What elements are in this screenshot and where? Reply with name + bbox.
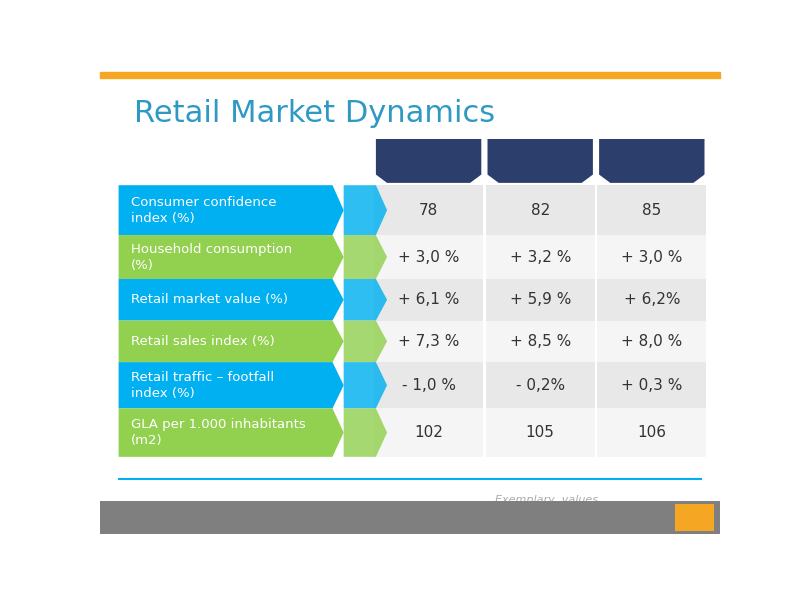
Polygon shape [376,139,482,183]
Text: Retail sales index (%): Retail sales index (%) [131,335,274,348]
Text: infoDiagram: infoDiagram [371,508,486,526]
Bar [486,320,594,362]
Bar [486,409,594,457]
Text: Retail traffic – footfall
index (%): Retail traffic – footfall index (%) [131,371,274,400]
Text: 2015: 2015 [407,154,450,169]
Text: - 1,0 %: - 1,0 % [402,378,456,393]
Bar [100,501,720,534]
Text: + 0,3 %: + 0,3 % [621,378,682,393]
Text: .com: .com [556,508,597,526]
Bar [374,362,483,409]
Bar [374,409,483,457]
Text: + 8,0 %: + 8,0 % [621,334,682,349]
Polygon shape [118,362,344,409]
Bar [374,279,483,320]
Text: FY 2016
(E): FY 2016 (E) [617,144,686,178]
Bar [374,235,483,279]
Polygon shape [118,235,344,279]
Polygon shape [118,320,344,362]
Text: Get these slides & icons at www.: Get these slides & icons at www. [98,508,370,526]
Text: + 6,1 %: + 6,1 % [398,292,459,307]
Bar [598,409,706,457]
Polygon shape [344,362,387,409]
Text: 105: 105 [526,425,554,440]
Text: + 3,0 %: + 3,0 % [621,250,682,265]
Polygon shape [118,185,344,235]
Polygon shape [344,279,387,320]
Text: + 7,3 %: + 7,3 % [398,334,459,349]
Text: 85: 85 [642,203,662,218]
Bar [486,362,594,409]
Bar [100,72,720,77]
Text: Household consumption
(%): Household consumption (%) [131,242,292,272]
Bar [486,235,594,279]
Polygon shape [344,235,387,279]
Polygon shape [118,409,344,457]
Text: + 8,5 %: + 8,5 % [510,334,571,349]
Text: Q1
2016: Q1 2016 [519,144,562,178]
Bar [598,185,706,235]
Polygon shape [344,320,387,362]
Polygon shape [118,279,344,320]
Bar [486,279,594,320]
Text: GLA per 1.000 inhabitants
(m2): GLA per 1.000 inhabitants (m2) [131,418,306,447]
Polygon shape [344,409,387,457]
Text: + 3,2 %: + 3,2 % [510,250,571,265]
Text: Retail Market Dynamics: Retail Market Dynamics [134,99,495,128]
Polygon shape [599,139,705,183]
Text: 78: 78 [419,203,438,218]
Bar [598,235,706,279]
Text: + 6,2%: + 6,2% [623,292,680,307]
Text: + 5,9 %: + 5,9 % [510,292,571,307]
Polygon shape [344,185,387,235]
Text: + 3,0 %: + 3,0 % [398,250,459,265]
Bar [374,320,483,362]
Text: 82: 82 [530,203,550,218]
Bar [486,185,594,235]
Bar [598,279,706,320]
Text: Consumer confidence
index (%): Consumer confidence index (%) [131,196,277,224]
Text: 106: 106 [638,425,666,440]
Text: Exemplary  values: Exemplary values [495,495,598,505]
Text: 102: 102 [414,425,443,440]
Bar [675,503,714,531]
Text: - 0,2%: - 0,2% [516,378,565,393]
Polygon shape [487,139,593,183]
Bar [374,185,483,235]
Bar [598,362,706,409]
Bar [598,320,706,362]
Text: Retail market value (%): Retail market value (%) [131,293,288,306]
